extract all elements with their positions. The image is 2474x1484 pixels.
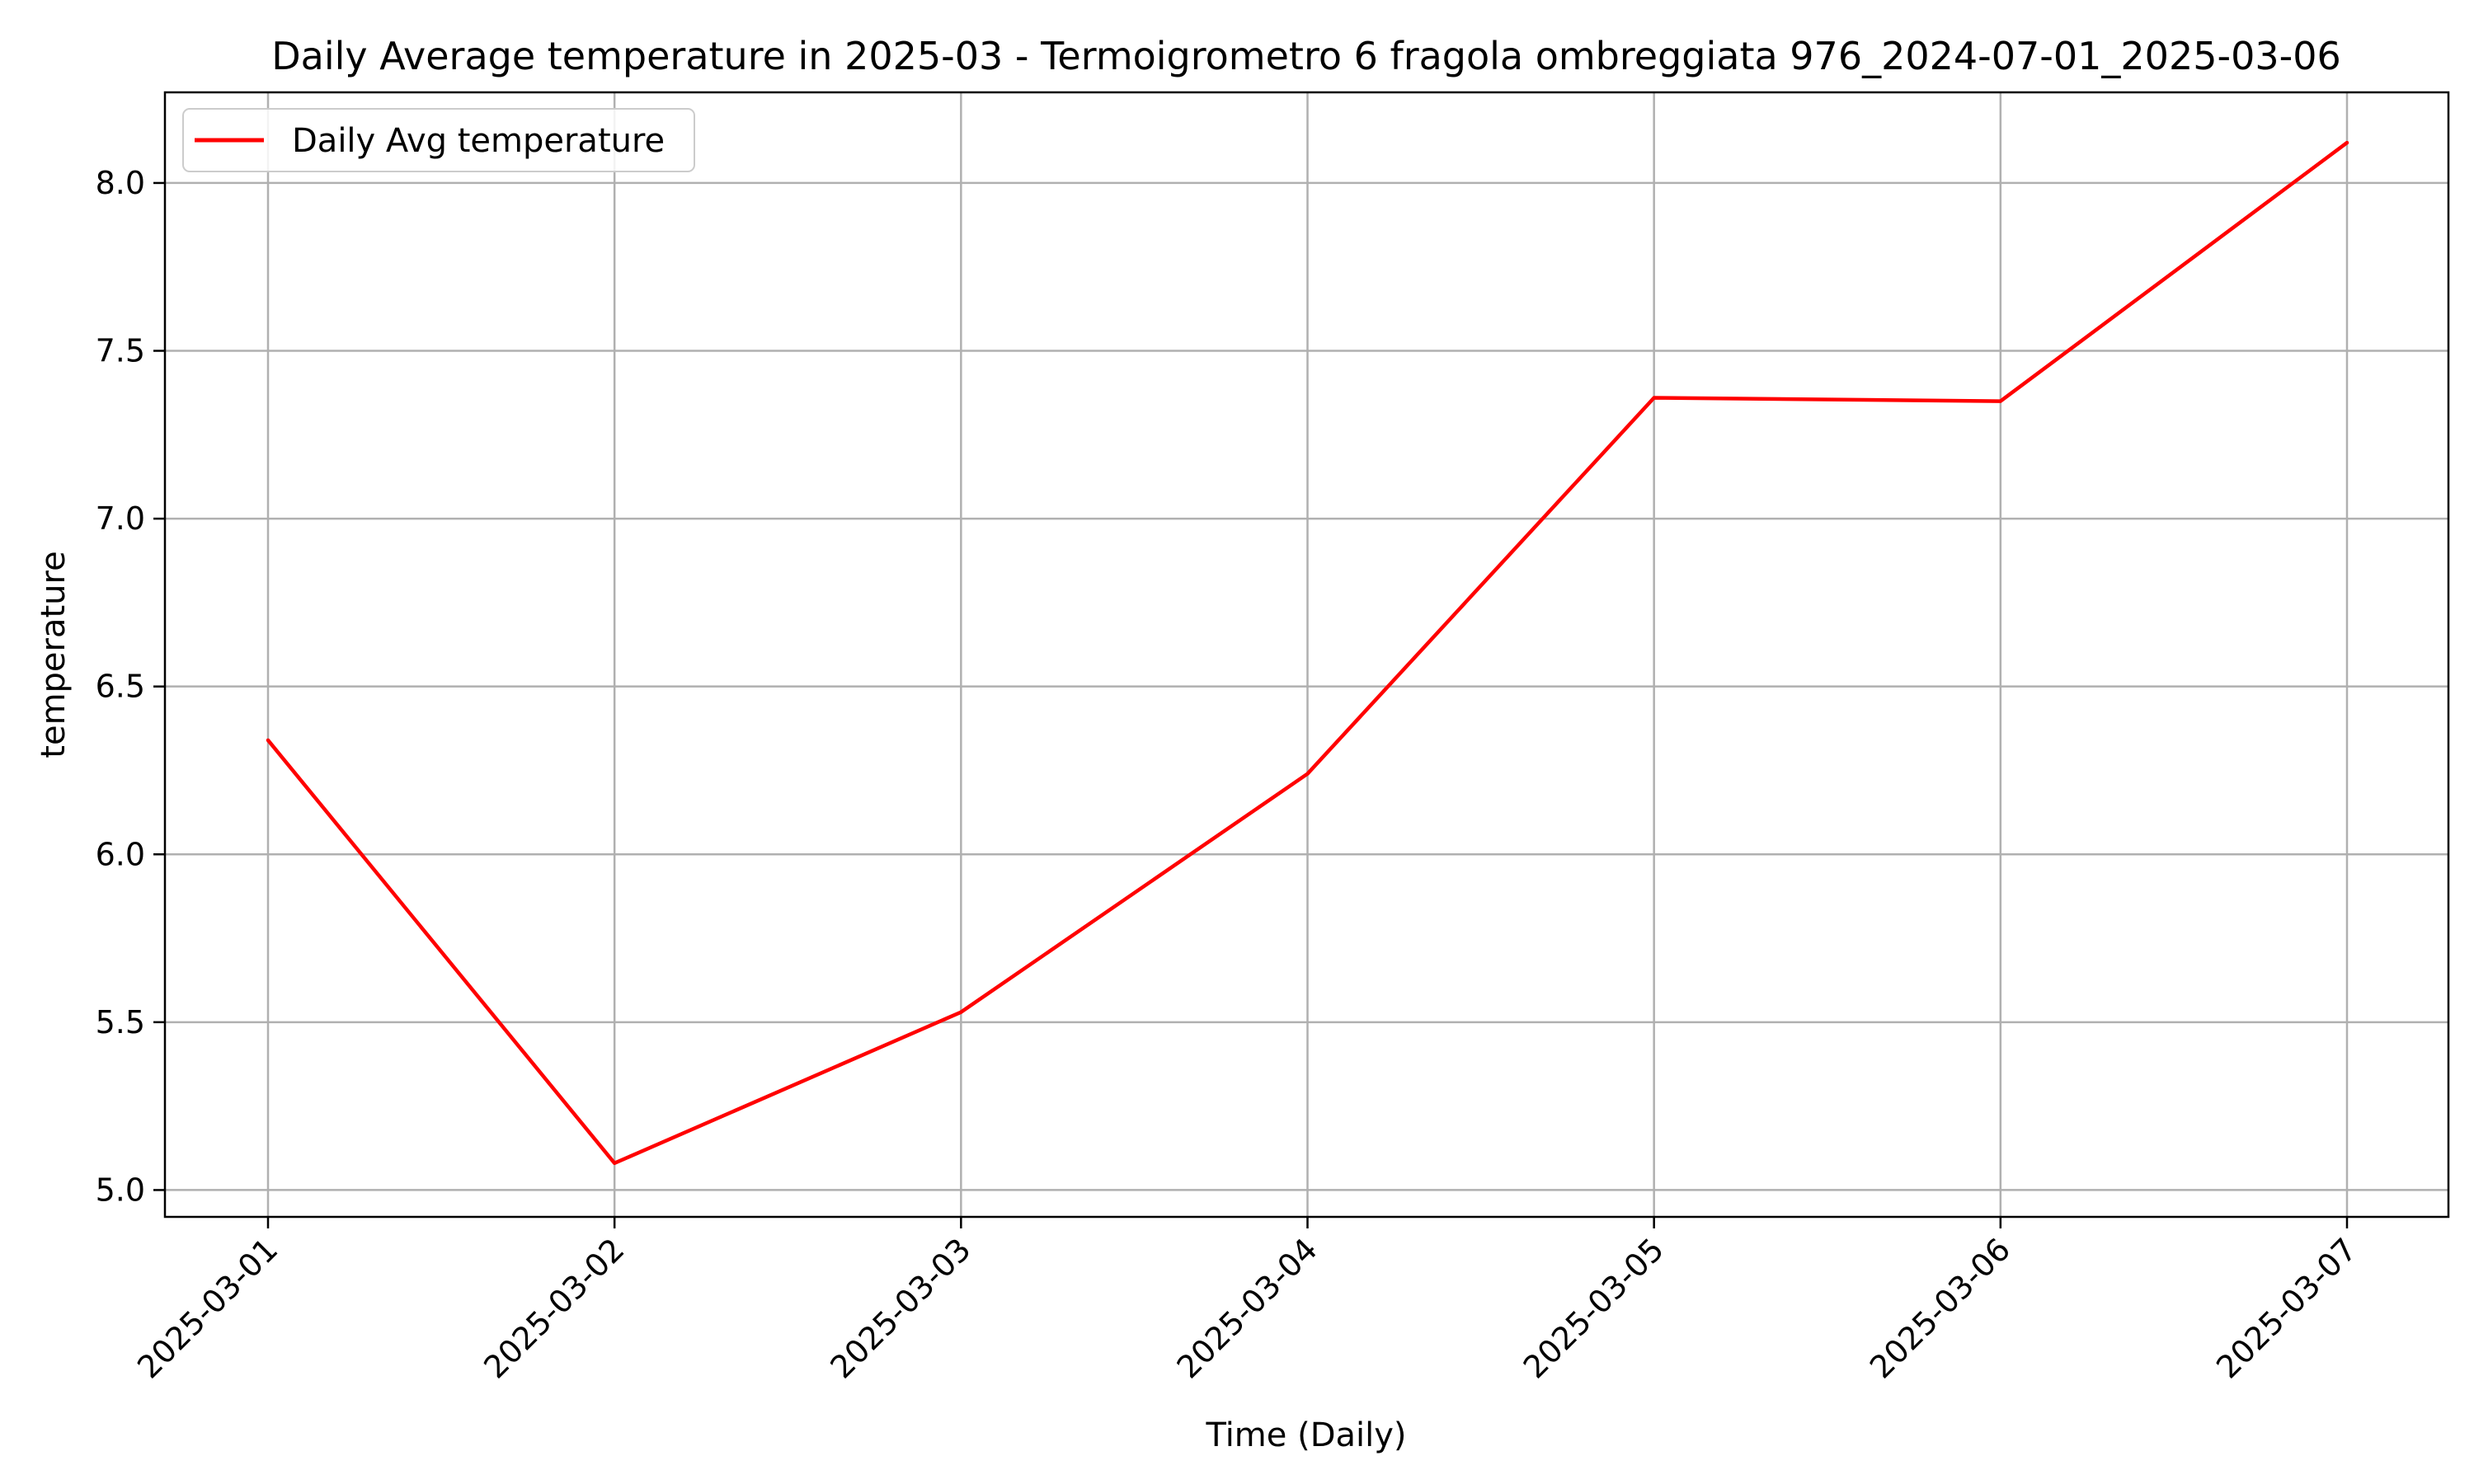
y-tick-label: 8.0 <box>96 165 145 201</box>
x-axis-label: Time (Daily) <box>1205 1416 1406 1454</box>
series-line <box>266 140 2349 1166</box>
chart-title: Daily Average temperature in 2025-03 - T… <box>271 34 2341 78</box>
legend: Daily Avg temperature <box>182 108 695 172</box>
y-tick-label: 6.5 <box>96 669 145 705</box>
y-axis-label: temperature <box>35 551 73 758</box>
y-tick-label: 7.5 <box>96 333 145 369</box>
series-layer <box>266 140 2349 1166</box>
y-tick-label: 5.0 <box>96 1172 145 1208</box>
y-tick-label: 6.0 <box>96 836 145 872</box>
y-tick-label: 5.5 <box>96 1004 145 1040</box>
y-axis: 5.0 5.5 6.0 6.5 7.0 7.5 8.0 <box>96 165 165 1208</box>
legend-box <box>182 108 695 172</box>
y-tick-label: 7.0 <box>96 500 145 537</box>
legend-label: Daily Avg temperature <box>292 122 665 160</box>
